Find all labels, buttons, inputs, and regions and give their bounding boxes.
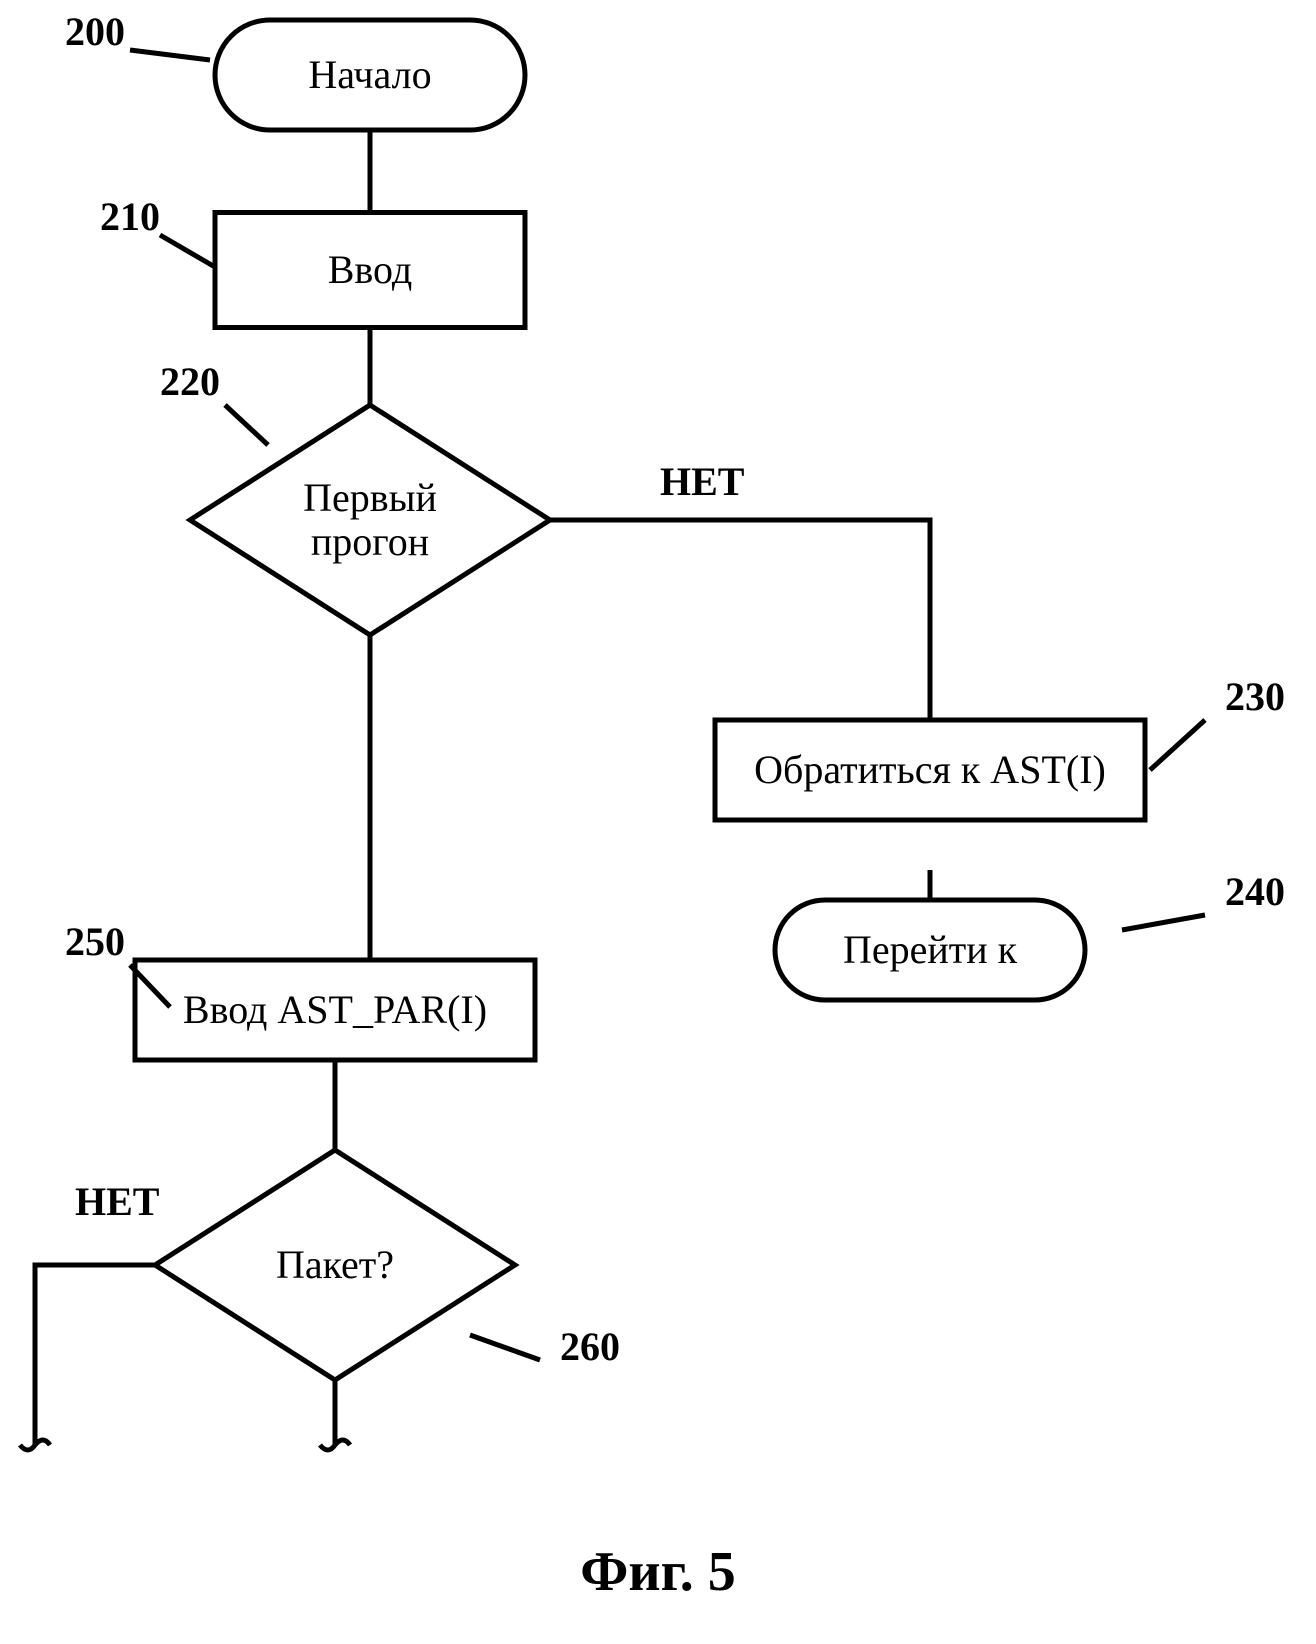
figure-caption: Фиг. 5 <box>580 1541 735 1603</box>
node-label: Пакет? <box>276 1242 394 1287</box>
callout-line <box>470 1335 540 1360</box>
flowchart-node-n250: Ввод AST_PAR(I) <box>135 960 535 1060</box>
callout-line <box>225 405 268 445</box>
flowchart-node-n240: Перейти к <box>775 900 1085 1000</box>
flowchart-edge <box>35 1265 155 1445</box>
flowchart-node-n230: Обратиться к AST(I) <box>715 720 1145 820</box>
node-label: Обратиться к AST(I) <box>754 747 1106 792</box>
flowchart-node-n200: Начало <box>215 20 525 130</box>
node-label: Ввод AST_PAR(I) <box>183 987 487 1032</box>
callout-line <box>130 50 210 60</box>
node-label: Ввод <box>328 247 413 292</box>
dangling-squiggle <box>20 1440 50 1450</box>
callout-line <box>1122 915 1205 930</box>
reference-number: 210 <box>100 194 160 239</box>
node-label: прогон <box>311 519 429 564</box>
callout-line <box>160 235 215 267</box>
reference-number: 260 <box>560 1324 620 1369</box>
edge-label: НЕТ <box>75 1179 160 1224</box>
dangling-squiggle <box>320 1440 350 1450</box>
node-label: Начало <box>308 52 431 97</box>
node-label: Первый <box>303 475 437 520</box>
node-label: Перейти к <box>843 927 1018 972</box>
edge-label: НЕТ <box>660 459 745 504</box>
flowchart-node-n220: Первыйпрогон <box>190 405 550 635</box>
reference-number: 200 <box>65 9 125 54</box>
reference-number: 240 <box>1225 869 1285 914</box>
flowchart-node-n210: Ввод <box>215 213 525 328</box>
reference-number: 230 <box>1225 674 1285 719</box>
callout-line <box>1150 720 1205 770</box>
flowchart-edge <box>550 520 930 720</box>
reference-number: 220 <box>160 359 220 404</box>
reference-number: 250 <box>65 919 125 964</box>
flowchart-node-n260: Пакет? <box>155 1150 515 1380</box>
